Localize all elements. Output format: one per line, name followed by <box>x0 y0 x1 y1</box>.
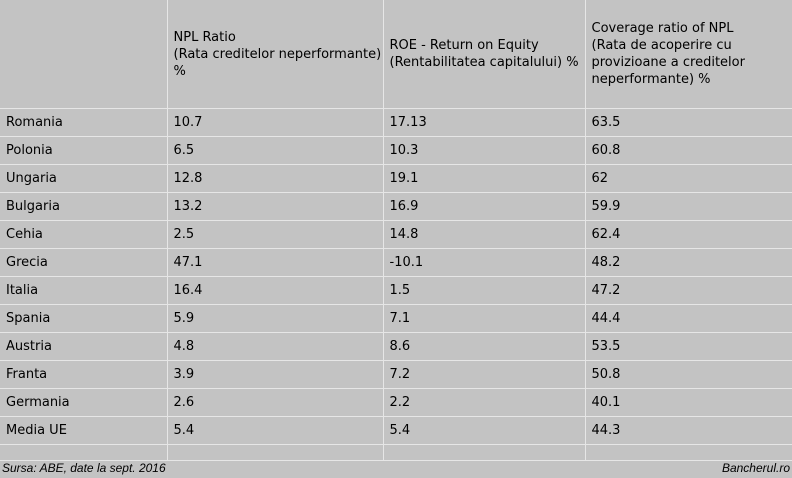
cell-roe: 7.1 <box>382 304 585 333</box>
cell-npl-ratio: 2.5 <box>166 220 383 249</box>
cell-country: Germania <box>0 388 167 417</box>
cell-npl-ratio: 3.9 <box>166 360 383 389</box>
cell-roe: 5.4 <box>382 416 585 445</box>
npl-data-table: NPL Ratio (Rata creditelor neperformante… <box>0 0 792 461</box>
cell-roe: 10.3 <box>382 136 585 165</box>
empty-cell <box>382 444 585 461</box>
table-row: Austria 4.8 8.6 53.5 <box>0 332 792 361</box>
table-row: Franta 3.9 7.2 50.8 <box>0 360 792 389</box>
cell-country: Bulgaria <box>0 192 167 221</box>
cell-country: Spania <box>0 304 167 333</box>
cell-roe: 1.5 <box>382 276 585 305</box>
cell-coverage-ratio: 62 <box>584 164 792 193</box>
empty-cell <box>0 444 167 461</box>
header-roe: ROE - Return on Equity (Rentabilitatea c… <box>382 0 585 109</box>
cell-npl-ratio: 5.9 <box>166 304 383 333</box>
table-body: Romania 10.7 17.13 63.5 Polonia 6.5 10.3 60.8 Un… <box>0 108 792 461</box>
table-row: Bulgaria 13.2 16.9 59.9 <box>0 192 792 221</box>
cell-coverage-ratio: 62.4 <box>584 220 792 249</box>
cell-roe: 14.8 <box>382 220 585 249</box>
cell-npl-ratio: 10.7 <box>166 108 383 137</box>
cell-country: Grecia <box>0 248 167 277</box>
table-row: Polonia 6.5 10.3 60.8 <box>0 136 792 165</box>
table-header-row: NPL Ratio (Rata creditelor neperformante… <box>0 0 792 109</box>
cell-roe: 16.9 <box>382 192 585 221</box>
cell-npl-ratio: 2.6 <box>166 388 383 417</box>
brand-label: Bancherul.ro <box>721 461 790 475</box>
cell-roe: 2.2 <box>382 388 585 417</box>
cell-country: Austria <box>0 332 167 361</box>
cell-country: Polonia <box>0 136 167 165</box>
cell-roe: 8.6 <box>382 332 585 361</box>
cell-country: Romania <box>0 108 167 137</box>
cell-npl-ratio: 4.8 <box>166 332 383 361</box>
cell-country: Media UE <box>0 416 167 445</box>
cell-npl-ratio: 16.4 <box>166 276 383 305</box>
table-row: Media UE 5.4 5.4 44.3 <box>0 416 792 445</box>
cell-npl-ratio: 6.5 <box>166 136 383 165</box>
header-coverage-ratio: Coverage ratio of NPL (Rata de acoperire… <box>584 0 792 109</box>
table-row: Grecia 47.1 -10.1 48.2 <box>0 248 792 277</box>
cell-npl-ratio: 12.8 <box>166 164 383 193</box>
cell-coverage-ratio: 53.5 <box>584 332 792 361</box>
cell-country: Ungaria <box>0 164 167 193</box>
header-npl-ratio: NPL Ratio (Rata creditelor neperformante… <box>166 0 383 109</box>
cell-coverage-ratio: 59.9 <box>584 192 792 221</box>
cell-coverage-ratio: 47.2 <box>584 276 792 305</box>
source-note: Sursa: ABE, date la sept. 2016 <box>2 461 166 475</box>
cell-country: Italia <box>0 276 167 305</box>
empty-cell <box>584 444 792 461</box>
table-row-empty <box>0 444 792 461</box>
cell-coverage-ratio: 40.1 <box>584 388 792 417</box>
cell-coverage-ratio: 60.8 <box>584 136 792 165</box>
cell-country: Cehia <box>0 220 167 249</box>
cell-coverage-ratio: 48.2 <box>584 248 792 277</box>
cell-roe: 19.1 <box>382 164 585 193</box>
cell-npl-ratio: 5.4 <box>166 416 383 445</box>
cell-roe: 17.13 <box>382 108 585 137</box>
table-row: Ungaria 12.8 19.1 62 <box>0 164 792 193</box>
table-row: Italia 16.4 1.5 47.2 <box>0 276 792 305</box>
cell-coverage-ratio: 63.5 <box>584 108 792 137</box>
cell-npl-ratio: 13.2 <box>166 192 383 221</box>
cell-roe: 7.2 <box>382 360 585 389</box>
cell-coverage-ratio: 44.3 <box>584 416 792 445</box>
cell-roe: -10.1 <box>382 248 585 277</box>
table-row: Romania 10.7 17.13 63.5 <box>0 108 792 137</box>
cell-coverage-ratio: 44.4 <box>584 304 792 333</box>
cell-npl-ratio: 47.1 <box>166 248 383 277</box>
header-country <box>0 0 167 109</box>
table-row: Germania 2.6 2.2 40.1 <box>0 388 792 417</box>
cell-country: Franta <box>0 360 167 389</box>
empty-cell <box>166 444 383 461</box>
cell-coverage-ratio: 50.8 <box>584 360 792 389</box>
footer: Sursa: ABE, date la sept. 2016 Bancherul… <box>0 460 792 478</box>
table-row: Spania 5.9 7.1 44.4 <box>0 304 792 333</box>
table-row: Cehia 2.5 14.8 62.4 <box>0 220 792 249</box>
